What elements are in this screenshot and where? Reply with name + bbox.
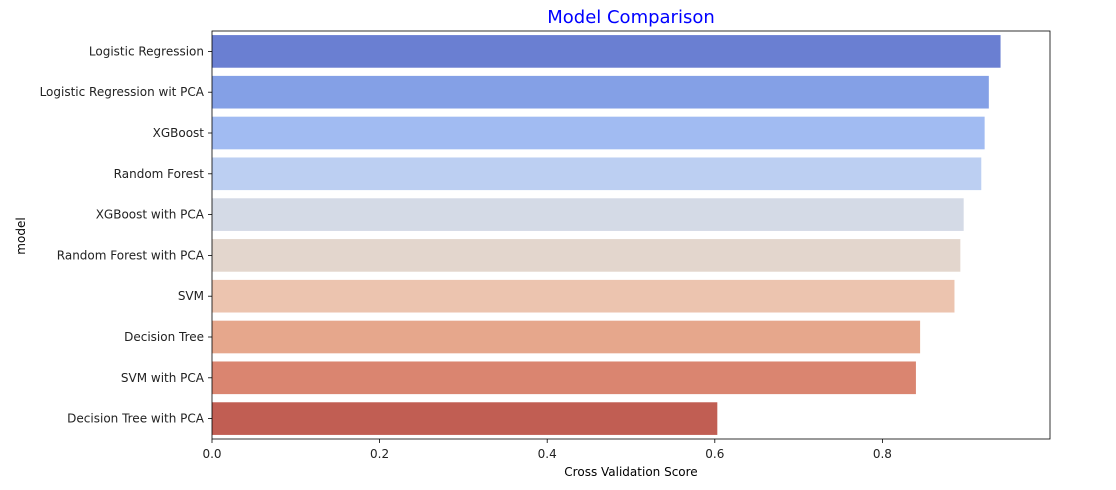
bars-group (212, 35, 1001, 435)
y-tick-label: Random Forest with PCA (57, 248, 205, 262)
bar-xgboost-with-pca (212, 198, 964, 231)
plot-frame (211, 30, 1051, 440)
bar-decision-tree (212, 320, 921, 354)
chart-title: Model Comparison (547, 7, 715, 28)
x-tick-label: 0.4 (538, 447, 557, 461)
bar-decision-tree-with-pca (212, 402, 718, 435)
y-tick-label: SVM (178, 289, 204, 303)
x-tick-label: 0.6 (705, 447, 724, 461)
y-tick-label: Logistic Regression wit PCA (40, 85, 205, 99)
bar-svm (212, 279, 955, 313)
y-tick-label: Decision Tree (124, 330, 204, 344)
y-tick-label: Random Forest (114, 167, 205, 181)
bar-random-forest-with-pca (212, 239, 961, 272)
y-tick-label: Decision Tree with PCA (67, 412, 205, 426)
x-tick-label: 0.0 (202, 447, 221, 461)
bar-random-forest (212, 157, 982, 191)
x-tick-labels: 0.0 0.2 0.4 0.6 0.8 (202, 439, 892, 461)
y-axis-label: model (14, 217, 28, 254)
y-tick-label: Logistic Regression (89, 44, 204, 58)
y-tick-labels: Logistic Regression Logistic Regression w… (40, 44, 212, 426)
bar-svm-with-pca (212, 361, 916, 395)
x-tick-label: 0.8 (873, 447, 892, 461)
x-tick-label: 0.2 (370, 447, 389, 461)
bar-xgboost (212, 116, 985, 150)
y-tick-label: XGBoost (153, 126, 205, 140)
y-tick-label: XGBoost with PCA (96, 208, 205, 222)
x-axis-label: Cross Validation Score (564, 465, 697, 479)
bar-logistic-regression-wit-pca (212, 75, 989, 109)
bar-logistic-regression (212, 35, 1001, 68)
y-tick-label: SVM with PCA (121, 371, 205, 385)
